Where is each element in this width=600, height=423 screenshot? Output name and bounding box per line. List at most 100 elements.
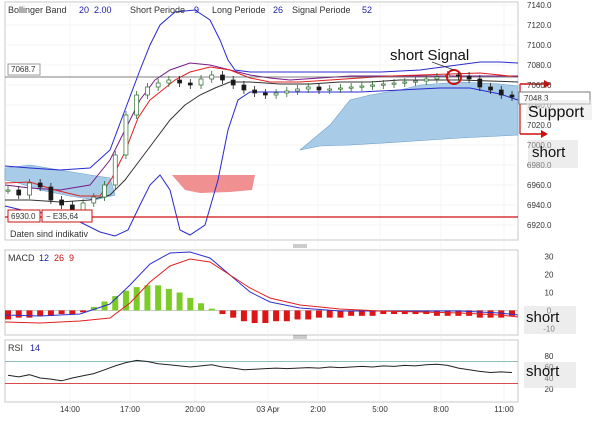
macd-axis-tick: 10 — [545, 289, 554, 298]
candle-body — [16, 189, 22, 196]
candle-body — [166, 79, 172, 84]
candle-body — [123, 114, 129, 156]
macd-panel — [4, 249, 519, 336]
short-signal-leader — [431, 61, 455, 71]
macd-histogram-bar — [187, 297, 194, 311]
candle-body — [434, 76, 440, 80]
long-period-label[interactable]: Long Periode — [212, 5, 266, 15]
macd-param-1: 12 — [39, 253, 49, 263]
macd-histogram-bar — [15, 310, 22, 318]
bollinger-upper-band — [4, 9, 519, 171]
support-annotation: Support — [528, 104, 585, 121]
candle-body — [220, 74, 225, 81]
macd-histogram-bar — [358, 310, 365, 316]
status-text: Daten sind indikativ — [10, 229, 89, 239]
candle-body — [112, 154, 118, 186]
macd-histogram-bar — [369, 310, 376, 316]
candle-body — [327, 88, 333, 91]
macd-signal-line — [4, 258, 519, 324]
candle-body — [370, 84, 375, 87]
low-price-change: − E35,64 — [46, 212, 79, 221]
macd-histogram-bar — [380, 310, 387, 315]
short-signal-annotation: short Signal — [390, 47, 469, 64]
candle-body — [402, 81, 408, 84]
rsi-axis-tick: 20 — [545, 385, 554, 394]
rsi-axis-tick: 60 — [545, 363, 554, 372]
short-macd-annotation-bg — [524, 306, 576, 334]
short-price-annotation: short — [532, 144, 566, 161]
candle-body — [155, 82, 161, 88]
macd-histogram-bar — [326, 310, 333, 318]
macd-histogram-bar — [337, 310, 344, 318]
macd-label[interactable]: MACD — [8, 253, 35, 263]
low-price-value: 6930.0 — [11, 212, 36, 221]
moving-average-fast — [4, 66, 519, 197]
support-arrow-head — [544, 80, 551, 88]
price-axis-tick: 7020.0 — [527, 121, 552, 130]
macd-param-3: 9 — [69, 253, 74, 263]
short-rsi-annotation: short — [526, 363, 560, 380]
candle-body — [69, 204, 75, 211]
price-axis-tick: 6960.0 — [527, 181, 552, 190]
candlestick-series — [5, 71, 515, 214]
candle-body — [477, 78, 483, 88]
macd-histogram-bar — [80, 310, 87, 313]
macd-histogram-bar — [348, 310, 355, 316]
macd-histogram-bar — [144, 285, 151, 311]
time-axis: 14:00 17:00 20:00 03 Apr 2:00 5:00 8:00 11:00 — [60, 405, 514, 414]
signal-period-label[interactable]: Signal Periode — [292, 5, 351, 15]
candle-body — [380, 83, 386, 86]
cloud-bear-area — [172, 175, 255, 193]
macd-histogram-bar — [47, 310, 54, 316]
signal-period-value: 52 — [362, 5, 372, 15]
panel-splitter-2[interactable] — [293, 335, 307, 339]
candle-body — [5, 189, 11, 192]
rsi-line — [7, 359, 513, 382]
time-axis-tick: 11:00 — [494, 405, 514, 414]
macd-histogram-bar — [219, 310, 226, 315]
long-period-value: 26 — [273, 5, 283, 15]
rsi-label[interactable]: RSI — [8, 343, 23, 353]
price-axis-tick: 6980.0 — [527, 161, 552, 170]
candle-body — [295, 88, 300, 92]
candle-body — [230, 79, 236, 86]
reference-level-tag: 7068.7 — [7, 63, 41, 76]
macd-histogram-bar — [69, 310, 76, 315]
macd-histogram-bar — [165, 288, 172, 311]
macd-histogram-bar — [262, 310, 269, 324]
candle-body — [338, 87, 343, 90]
candle-body — [241, 84, 247, 91]
macd-histogram-bar — [133, 287, 140, 311]
macd-histogram-bar — [208, 308, 215, 311]
rsi-axis-tick: 40 — [545, 374, 554, 383]
candle-body — [359, 85, 365, 88]
bollinger-label[interactable]: Bollinger Band — [8, 5, 67, 15]
macd-histogram-bar — [37, 310, 44, 316]
macd-histogram-bar — [294, 310, 301, 320]
macd-histogram-bar — [240, 310, 247, 322]
macd-histogram-bar — [58, 310, 65, 315]
short-period-label[interactable]: Short Periode — [130, 5, 185, 15]
macd-histogram-bar — [401, 310, 408, 315]
macd-histogram-bar — [283, 310, 290, 322]
short-arrow-head — [541, 130, 548, 138]
candle-body — [391, 82, 397, 85]
candle-body — [316, 86, 322, 91]
short-macd-annotation: short — [526, 309, 560, 326]
candle-body — [102, 184, 107, 198]
macd-axis: 30 20 10 0 -10 — [543, 253, 555, 334]
short-rsi-annotation-bg — [524, 362, 576, 388]
panel-splitter-1[interactable] — [293, 244, 307, 248]
price-axis-tick: 7080.0 — [527, 61, 552, 70]
bollinger-param-2: 2.00 — [94, 5, 112, 15]
candle-body — [488, 86, 493, 91]
macd-histogram-bar — [498, 310, 505, 318]
bollinger-param-1: 20 — [79, 5, 89, 15]
cloud-bull-area — [299, 81, 519, 151]
macd-axis-tick: 30 — [545, 253, 554, 262]
candle-body — [59, 199, 64, 206]
time-axis-tick: 8:00 — [433, 405, 449, 414]
price-axis-tick: 7120.0 — [527, 21, 552, 30]
macd-histogram-bar — [305, 310, 312, 320]
